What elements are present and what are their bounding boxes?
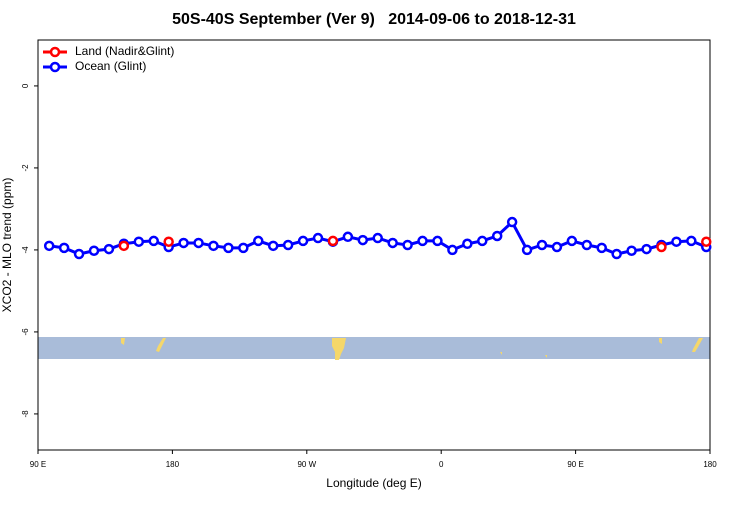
legend-label: Land (Nadir&Glint) bbox=[75, 44, 174, 58]
point bbox=[387, 237, 398, 249]
y-tick-label: -8 bbox=[21, 410, 30, 418]
x-tick-label: 180 bbox=[166, 460, 180, 469]
point bbox=[417, 235, 428, 247]
point bbox=[402, 239, 413, 251]
point bbox=[566, 235, 578, 247]
point bbox=[88, 245, 100, 256]
point bbox=[267, 240, 279, 252]
point bbox=[178, 237, 189, 249]
point bbox=[626, 245, 637, 256]
point bbox=[223, 242, 234, 254]
y-tick-label: -4 bbox=[21, 246, 30, 254]
point bbox=[193, 237, 204, 249]
point bbox=[671, 236, 682, 247]
point bbox=[611, 248, 622, 260]
point bbox=[477, 235, 488, 247]
point bbox=[506, 216, 518, 228]
legend-marker bbox=[49, 61, 61, 73]
chart-title: 50S-40S September (Ver 9) 2014-09-06 to … bbox=[172, 11, 576, 28]
legend-label: Ocean (Glint) bbox=[75, 59, 146, 73]
point bbox=[312, 232, 324, 244]
x-tick-label: 90 E bbox=[30, 460, 46, 469]
point bbox=[58, 242, 70, 254]
y-tick-label: -6 bbox=[21, 328, 30, 336]
point bbox=[491, 230, 503, 242]
point bbox=[118, 240, 130, 252]
point bbox=[327, 235, 339, 247]
y-axis-label: XCO2 - MLO trend (ppm) bbox=[0, 178, 14, 313]
x-tick-label: 90 E bbox=[567, 460, 583, 469]
point bbox=[641, 243, 652, 255]
point bbox=[581, 239, 593, 251]
point bbox=[208, 240, 219, 252]
point bbox=[432, 235, 443, 247]
x-tick-label: 0 bbox=[439, 460, 444, 469]
point bbox=[462, 238, 473, 250]
point bbox=[282, 239, 294, 251]
legend-marker bbox=[49, 46, 61, 58]
point bbox=[372, 232, 383, 244]
point bbox=[536, 239, 548, 251]
point bbox=[701, 236, 712, 247]
point bbox=[253, 235, 264, 247]
map-strip bbox=[38, 337, 710, 360]
point bbox=[43, 240, 55, 252]
point bbox=[596, 242, 607, 254]
point bbox=[342, 231, 354, 243]
point bbox=[73, 248, 85, 260]
ocean-band bbox=[38, 337, 710, 359]
point bbox=[148, 235, 159, 247]
point bbox=[133, 236, 145, 247]
point bbox=[521, 244, 533, 256]
x-tick-label: 90 W bbox=[297, 460, 316, 469]
point bbox=[238, 242, 249, 254]
point bbox=[656, 241, 667, 253]
point bbox=[103, 243, 115, 255]
point bbox=[357, 234, 369, 246]
x-tick-label: 180 bbox=[703, 460, 717, 469]
x-axis-label: Longitude (deg E) bbox=[326, 476, 421, 490]
point bbox=[297, 235, 309, 247]
point bbox=[163, 236, 174, 247]
point bbox=[686, 235, 697, 247]
y-tick-label: 0 bbox=[21, 83, 30, 88]
point bbox=[551, 241, 563, 253]
y-tick-label: -2 bbox=[21, 164, 30, 172]
point bbox=[447, 244, 458, 256]
